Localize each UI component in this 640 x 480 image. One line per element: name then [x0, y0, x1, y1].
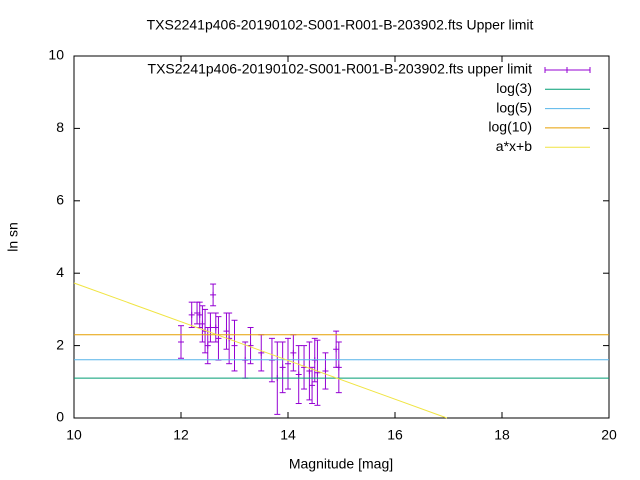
point [322, 367, 329, 374]
point [199, 320, 206, 327]
point [207, 324, 214, 331]
x-tick-label: 12 [173, 427, 189, 443]
y-tick-label: 0 [56, 409, 64, 425]
point [212, 324, 219, 331]
y-tick-label: 10 [48, 47, 64, 63]
point [247, 342, 254, 349]
point [210, 291, 217, 298]
point [309, 382, 316, 389]
x-tick-label: 16 [387, 427, 403, 443]
x-tick-label: 18 [494, 427, 510, 443]
chart-title: TXS2241p406-20190102-S001-R001-B-203902.… [147, 17, 534, 33]
legend-label: log(10) [488, 119, 532, 135]
point [279, 364, 286, 371]
point [196, 311, 203, 318]
legend-swatch [544, 67, 591, 73]
point [188, 311, 195, 318]
legend-label: TXS2241p406-20190102-S001-R001-B-203902.… [148, 61, 533, 77]
point [215, 335, 222, 342]
legend-label: a*x+b [496, 138, 532, 154]
point [295, 371, 302, 378]
point [204, 342, 211, 349]
legend-label: log(5) [496, 99, 532, 115]
y-tick-label: 4 [56, 264, 64, 280]
y-axis-label: ln sn [5, 222, 21, 252]
x-axis-label: Magnitude [mag] [289, 456, 393, 472]
x-tick-label: 14 [280, 427, 296, 443]
plot-border [73, 55, 610, 419]
legend-label: log(3) [496, 80, 532, 96]
function-line [73, 282, 448, 419]
x-tick-label: 10 [66, 427, 82, 443]
point [231, 342, 238, 349]
y-tick-label: 6 [56, 192, 64, 208]
point [306, 367, 313, 374]
point [335, 364, 342, 371]
y-tick-label: 2 [56, 336, 64, 352]
point [290, 349, 297, 356]
point [223, 328, 230, 335]
y-tick-label: 8 [56, 119, 64, 135]
point [178, 338, 184, 345]
x-tick-label: 20 [601, 427, 617, 443]
point [333, 346, 340, 353]
point [285, 360, 291, 367]
